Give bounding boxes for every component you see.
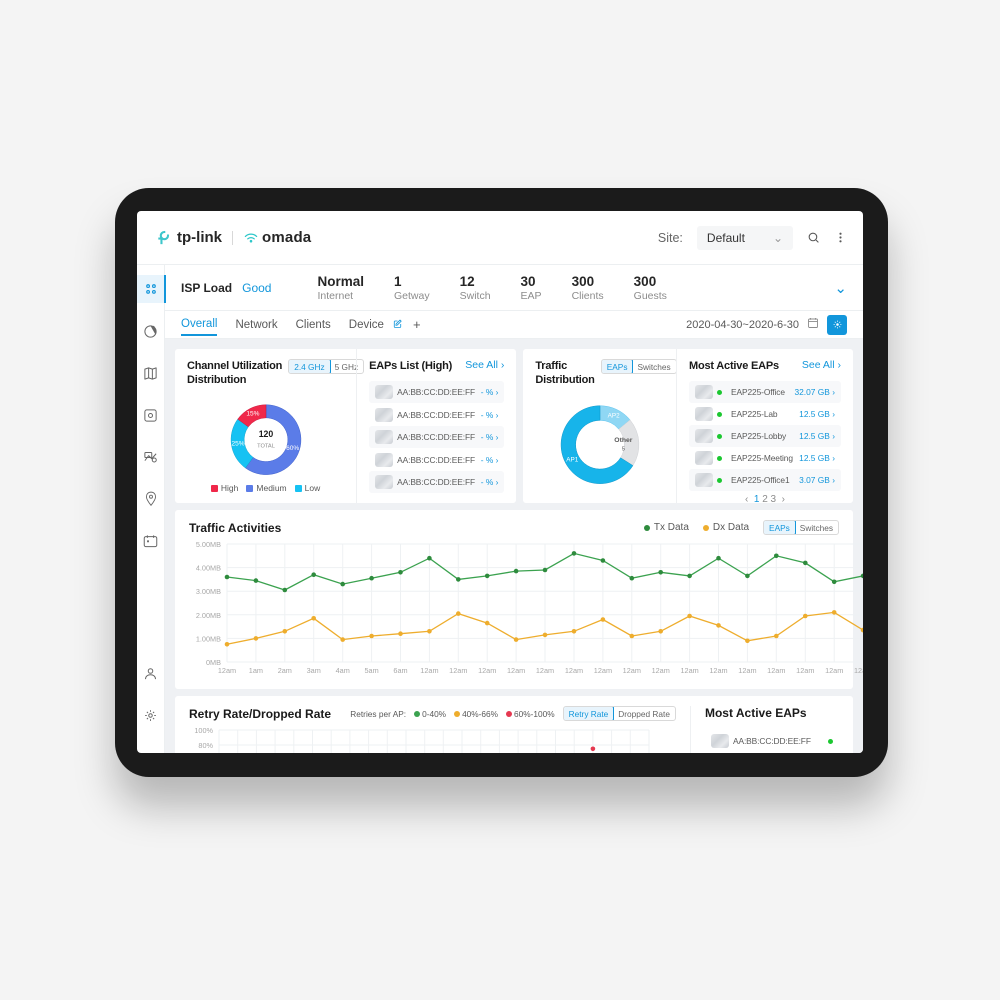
svg-text:12am: 12am [420, 666, 438, 675]
svg-text:12am: 12am [680, 666, 698, 675]
svg-text:120: 120 [258, 429, 273, 439]
svg-text:3.00MB: 3.00MB [196, 587, 221, 596]
svg-text:12am: 12am [449, 666, 467, 675]
svg-text:4am: 4am [336, 666, 350, 675]
svg-text:12am: 12am [709, 666, 727, 675]
svg-text:12am: 12am [652, 666, 670, 675]
svg-text:12am: 12am [796, 666, 814, 675]
svg-text:AP2: AP2 [607, 412, 619, 419]
svg-text:12am: 12am [218, 666, 236, 675]
svg-text:1.00MB: 1.00MB [196, 634, 221, 643]
svg-text:12am: 12am [854, 666, 863, 675]
svg-text:80%: 80% [198, 741, 213, 750]
svg-text:3am: 3am [307, 666, 321, 675]
svg-text:AP1: AP1 [566, 456, 578, 463]
svg-text:1am: 1am [249, 666, 263, 675]
svg-text:25%: 25% [231, 440, 244, 447]
svg-text:12am: 12am [536, 666, 554, 675]
svg-text:60%: 60% [286, 444, 299, 451]
svg-text:12am: 12am [825, 666, 843, 675]
svg-text:5am: 5am [364, 666, 378, 675]
svg-text:12am: 12am [565, 666, 583, 675]
svg-text:12am: 12am [507, 666, 525, 675]
svg-text:12am: 12am [478, 666, 496, 675]
svg-text:12am: 12am [623, 666, 641, 675]
svg-text:6am: 6am [393, 666, 407, 675]
svg-text:Other: Other [614, 436, 632, 443]
svg-text:2am: 2am [278, 666, 292, 675]
svg-text:5: 5 [621, 446, 624, 452]
svg-text:12am: 12am [738, 666, 756, 675]
svg-text:12am: 12am [767, 666, 785, 675]
svg-text:2.00MB: 2.00MB [196, 611, 221, 620]
svg-text:12am: 12am [594, 666, 612, 675]
svg-text:100%: 100% [194, 726, 213, 735]
svg-text:15%: 15% [246, 410, 259, 417]
svg-text:4.00MB: 4.00MB [196, 564, 221, 573]
svg-text:5.00MB: 5.00MB [196, 540, 221, 549]
svg-text:TOTAL: TOTAL [257, 443, 275, 449]
